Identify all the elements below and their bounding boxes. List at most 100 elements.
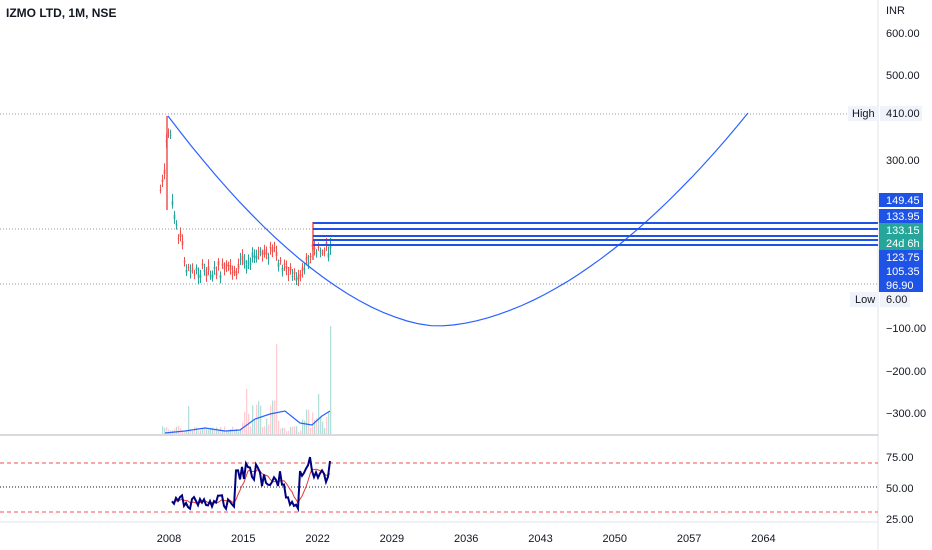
candle-body: [253, 255, 256, 259]
volume-bar: [194, 426, 196, 434]
time-tick-label: 2029: [380, 533, 404, 545]
rsi-ticks: 75.00 50.00 25.00: [886, 452, 914, 526]
volume-bar: [206, 429, 208, 434]
volume-bar: [296, 426, 298, 434]
volume-bar: [312, 412, 314, 434]
volume-bar: [200, 430, 202, 434]
volume-bar: [288, 430, 290, 434]
candle-body: [229, 265, 232, 270]
price-tick-label: 300.00: [886, 155, 920, 167]
candle-body: [247, 261, 250, 264]
candle-body: [295, 277, 298, 281]
volume-bar: [316, 418, 318, 434]
rsi-tick-label: 50.00: [886, 483, 914, 495]
volume-bar: [212, 427, 214, 434]
candle-body: [169, 134, 172, 136]
rsi-line: [171, 456, 331, 513]
candle-body: [271, 248, 274, 253]
volume-bar: [304, 420, 306, 434]
candle-body: [285, 266, 288, 269]
candle-body: [307, 261, 310, 265]
candle-body: [249, 263, 252, 266]
candle-body: [211, 274, 214, 279]
candle-body: [329, 245, 332, 249]
candle-body: [179, 233, 182, 237]
volume-bar: [162, 426, 164, 434]
candle-body: [291, 275, 294, 277]
candle-body: [175, 224, 178, 226]
volume-bar: [164, 428, 166, 434]
volume-bar: [254, 419, 256, 434]
volume-bar: [218, 429, 220, 434]
candle-body: [209, 275, 212, 277]
volume-bar: [318, 394, 320, 434]
horizontal-lines: [313, 222, 878, 246]
price-tag-label: 133.95: [886, 211, 920, 223]
candle-body: [319, 251, 322, 253]
candle-body: [219, 274, 222, 279]
volume-bar: [202, 428, 204, 434]
volume-bar: [314, 419, 316, 434]
candle-body: [191, 268, 194, 270]
candle-body: [193, 274, 196, 276]
volume-bar: [328, 412, 330, 434]
volume-bar: [278, 420, 280, 434]
candle-body: [159, 189, 162, 191]
volume-bar: [178, 426, 180, 434]
candle-body: [241, 255, 244, 260]
candle-body: [309, 256, 312, 258]
volume-bar: [324, 428, 326, 434]
rsi-levels: [0, 462, 878, 513]
candle-body: [201, 263, 204, 266]
candle-body: [283, 263, 286, 265]
volume-bar: [168, 429, 170, 434]
high-tag: High 410.00: [848, 106, 922, 121]
currency-label: INR: [886, 5, 905, 17]
price-tag-bg: [879, 250, 923, 264]
candle-body: [317, 246, 320, 248]
volume-bar: [274, 400, 276, 434]
volume-bar: [272, 400, 274, 434]
volume-bar: [228, 430, 230, 434]
time-tick-label: 2008: [157, 533, 181, 545]
price-tick-label: 600.00: [886, 28, 920, 40]
volume-bar: [198, 430, 200, 434]
price-tag-bg: [879, 278, 923, 292]
volume-bar: [176, 426, 178, 434]
volume-bar: [196, 427, 198, 434]
volume-bar: [204, 428, 206, 434]
candle-body: [321, 252, 324, 254]
candle-body: [207, 266, 210, 271]
volume-bar: [240, 428, 242, 434]
candle-body: [225, 263, 228, 267]
candle-body: [183, 260, 186, 262]
candle-body: [289, 266, 292, 272]
rsi-tick-label: 75.00: [886, 452, 914, 464]
price-tick-label: −100.00: [886, 323, 926, 335]
candle-body: [245, 264, 248, 269]
candle-body: [261, 252, 264, 255]
volume-bar: [322, 421, 324, 434]
candle-body: [281, 267, 284, 272]
time-tick-label: 2043: [528, 533, 552, 545]
price-tag-label: 133.15: [886, 225, 920, 237]
candle-body: [221, 263, 224, 266]
volume-bar: [330, 326, 332, 434]
candle-body: [167, 132, 170, 134]
time-tick-label: 2064: [751, 533, 775, 545]
candle-body: [275, 251, 278, 257]
price-tag-bg: [879, 223, 923, 237]
candle-body: [273, 246, 276, 248]
time-axis: 2008 2015 2022 2029 2036 2043 2050 2057 2064: [157, 533, 776, 545]
volume-bar: [186, 431, 188, 434]
candle-body: [215, 272, 218, 276]
volume-bar: [222, 431, 224, 434]
time-tick-label: 2050: [603, 533, 627, 545]
volume-bar: [264, 426, 266, 434]
candle-body: [223, 266, 226, 270]
candle-body: [255, 255, 258, 260]
volume-bars: [162, 326, 332, 434]
candle-body: [203, 269, 206, 272]
